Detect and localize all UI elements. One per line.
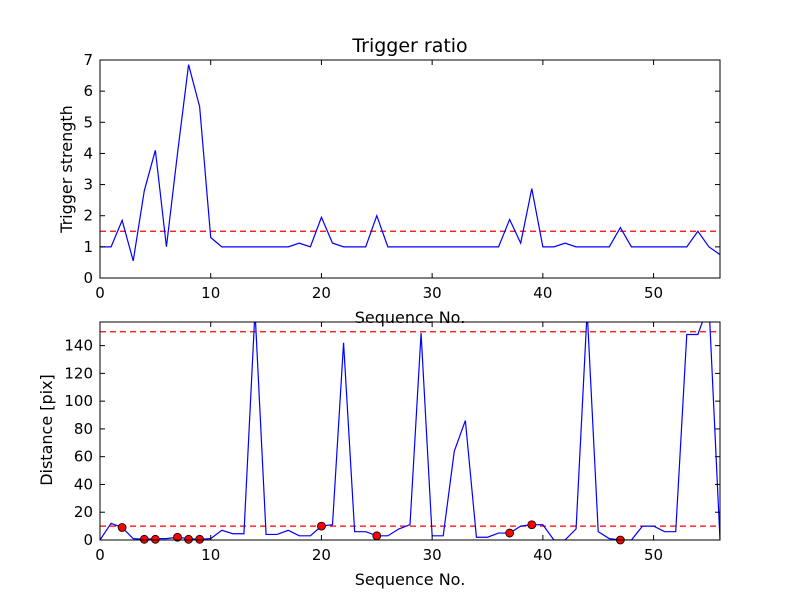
top-chart-xlabel: Sequence No. (355, 308, 466, 327)
top-chart-plot-area: 0 10 20 30 40 50 0 1 2 3 4 5 6 7 (83, 51, 721, 302)
bottom-chart-xtick-label: 40 (533, 546, 552, 564)
bottom-chart-marker-point (184, 534, 193, 544)
top-chart-ytick-label: 7 (83, 51, 93, 69)
bottom-chart-marker-point (505, 528, 515, 538)
bottom-chart-marker-point (527, 520, 537, 530)
bottom-chart-ytick-label: 60 (74, 448, 93, 466)
bottom-chart-marker-point (150, 534, 160, 544)
top-chart-axes-frame (99, 59, 721, 279)
bottom-chart-xtick-label: 10 (201, 546, 220, 564)
bottom-chart-ytick-label: 80 (74, 420, 93, 438)
bottom-chart-ytick-label: 0 (83, 531, 93, 549)
top-chart-ytick-label: 1 (83, 238, 93, 256)
top-chart-ytick-label: 4 (83, 144, 93, 162)
bottom-chart-marker-point (372, 531, 382, 541)
bottom-chart-marker-point (195, 534, 205, 544)
top-chart-ytick-label: 6 (83, 82, 93, 100)
bottom-chart-ytick-label: 20 (74, 503, 93, 521)
bottom-chart-marker-point (117, 523, 127, 532)
top-chart-xtick-label: 20 (312, 284, 331, 302)
bottom-chart-ylabel: Distance [pix] (37, 374, 56, 486)
bottom-chart-marker-point (139, 534, 149, 544)
top-chart-xtick-label: 10 (201, 284, 220, 302)
top-chart-ytick-label: 2 (83, 207, 93, 225)
top-chart-xtick-label: 0 (95, 284, 105, 302)
bottom-chart-plot-area: 0 10 20 30 40 50 0 20 40 60 80 100 120 140 (64, 321, 721, 564)
bottom-chart-xtick-label: 20 (312, 546, 331, 564)
bottom-chart-marker-point (173, 532, 182, 542)
bottom-chart-ytick-label: 100 (64, 392, 93, 410)
top-chart-ylabel: Trigger strength (57, 105, 76, 234)
bottom-chart-ytick-label: 120 (64, 364, 93, 382)
bottom-chart-series-line (100, 322, 720, 540)
bottom-chart-xtick-label: 30 (423, 546, 442, 564)
top-chart-ytick-label: 5 (83, 113, 93, 131)
bottom-chart-marker-point (317, 521, 326, 531)
bottom-chart-axes-frame (99, 321, 721, 541)
bottom-chart-xtick-label: 50 (644, 546, 663, 564)
bottom-chart-xtick-label: 0 (95, 546, 105, 564)
top-chart-xtick-label: 30 (423, 284, 442, 302)
top-chart-xtick-label: 40 (533, 284, 552, 302)
top-chart-series-line (100, 64, 720, 262)
top-chart-ytick-label: 0 (83, 269, 93, 287)
top-chart-ytick-label: 3 (83, 176, 93, 194)
top-chart-title: Trigger ratio (351, 35, 467, 57)
bottom-chart-ytick-label: 140 (64, 337, 93, 355)
bottom-chart-xlabel: Sequence No. (355, 570, 466, 589)
top-chart-xtick-label: 50 (644, 284, 663, 302)
bottom-chart-ytick-label: 40 (74, 475, 93, 493)
